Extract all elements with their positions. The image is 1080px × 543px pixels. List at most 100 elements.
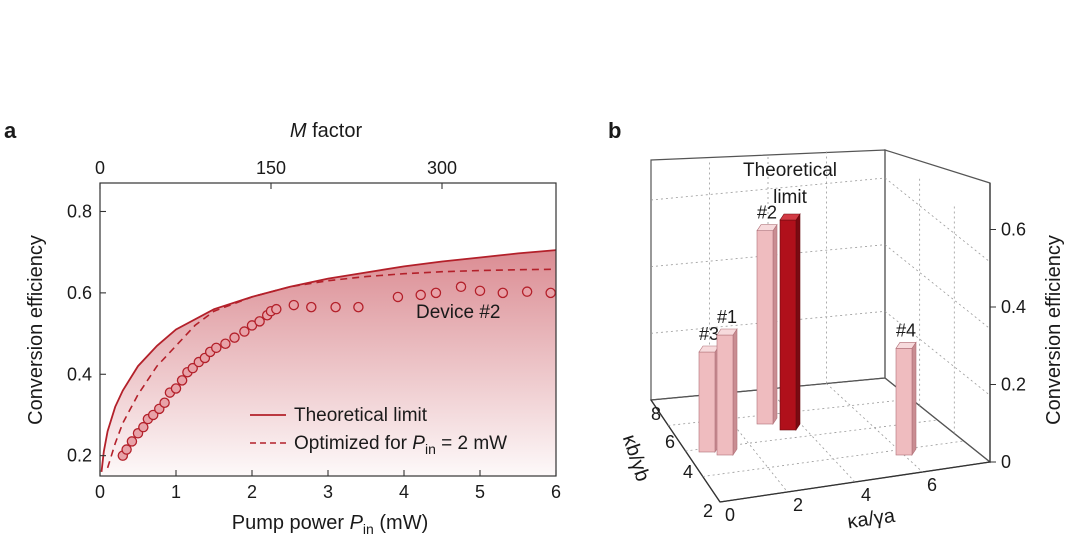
data-point <box>415 289 426 301</box>
legend: Theoretical limit Optimized for Pin = 2 … <box>250 405 507 457</box>
bar-side <box>911 341 917 456</box>
x-tick-label: 6 <box>551 482 561 502</box>
data-point <box>288 299 300 311</box>
grid-line <box>650 244 886 268</box>
y-tick-label: 0.8 <box>67 201 92 221</box>
top-tick-label: 150 <box>256 158 286 178</box>
legend-theoretical-label: Theoretical limit <box>294 405 428 426</box>
data-point <box>330 301 341 313</box>
top-tick-label: 0 <box>95 158 105 178</box>
grid-line <box>884 244 991 329</box>
z-tick-label: 0.2 <box>1001 375 1026 395</box>
bar-side <box>795 213 801 431</box>
z-axis-title: Conversion efficiency <box>1043 235 1065 425</box>
kappa-b-tick-label: 2 <box>703 501 713 521</box>
data-point <box>211 342 222 354</box>
grid-line <box>884 177 991 263</box>
grid-line <box>685 419 938 452</box>
kappa-b-tick-label: 4 <box>683 462 693 482</box>
x-axis-title: Pump power Pin (mW) <box>232 512 429 537</box>
kappa-a-axis-title: κa/γa <box>846 505 897 534</box>
theory-label-line1: Theoretical <box>743 160 837 181</box>
data-point <box>430 287 442 299</box>
data-point <box>121 444 132 455</box>
data-point <box>497 287 509 299</box>
x-axis-ticks: 0 1 2 3 4 5 6 <box>95 470 561 502</box>
data-point <box>545 287 556 299</box>
theory-label-line2: limit <box>773 187 807 208</box>
bar-front <box>779 219 797 431</box>
data-point <box>138 421 149 433</box>
z-tick-label: 0.6 <box>1001 220 1026 240</box>
bar-front <box>756 230 774 425</box>
kappa-a-tick-label: 2 <box>793 495 803 515</box>
data-point <box>147 409 159 421</box>
grid-line <box>650 177 886 201</box>
kappa-a-tick-label: 4 <box>861 485 871 505</box>
bars: #3#1 #2 #4 <box>698 203 917 456</box>
theoretical-limit-fill <box>101 250 556 476</box>
x-tick-label: 0 <box>95 482 105 502</box>
y-axis-ticks: 0.2 0.4 0.6 0.8 <box>67 201 106 466</box>
data-point <box>176 375 188 386</box>
top-axis-title: M factor <box>290 120 363 142</box>
z-tick-label: 0 <box>1001 452 1011 472</box>
bar-side <box>772 223 778 425</box>
bar-front <box>895 348 913 456</box>
x-tick-label: 5 <box>475 482 485 502</box>
legend-optimized-label: Optimized for Pin = 2 mW <box>294 433 507 457</box>
data-point <box>353 301 364 313</box>
kappa-b-axis-title: κb/γb <box>618 432 654 484</box>
data-point <box>271 303 282 315</box>
kappa-b-tick-label: 8 <box>651 404 661 424</box>
data-point <box>474 285 486 297</box>
kappa-a-tick-label: 6 <box>927 475 937 495</box>
data-point <box>306 301 317 313</box>
kappa-b-tick-label: 6 <box>665 432 675 452</box>
data-point <box>229 332 240 343</box>
data-point <box>159 397 170 408</box>
y-axis-title: Conversion efficiency <box>25 235 47 425</box>
data-point <box>187 362 198 374</box>
x-tick-label: 2 <box>247 482 257 502</box>
data-point <box>521 286 533 297</box>
top-tick-label: 300 <box>427 158 457 178</box>
kappa-a-tick-label: 0 <box>725 505 735 525</box>
bar-label: #4 <box>896 320 916 340</box>
data-point <box>126 436 138 447</box>
x-tick-label: 1 <box>171 482 181 502</box>
top-axis-ticks: 0 150 300 <box>95 158 457 189</box>
y-tick-label: 0.6 <box>67 283 92 303</box>
optimized-line <box>106 268 556 469</box>
panel-b-letter: b <box>608 118 621 143</box>
data-point <box>220 338 231 349</box>
bar-label: #2 <box>757 203 777 223</box>
data-point <box>455 281 467 293</box>
z-tick-label: 0.4 <box>1001 297 1026 317</box>
bar-side <box>732 328 738 456</box>
data-point <box>392 291 404 303</box>
device-2-annotation: Device #2 <box>416 302 501 323</box>
x-axis-line <box>719 461 991 503</box>
y-tick-label: 0.4 <box>67 364 92 384</box>
x-tick-label: 4 <box>399 482 409 502</box>
device-2-markers <box>117 281 556 461</box>
bar-front <box>698 351 716 453</box>
bar-top <box>756 224 778 231</box>
data-point <box>170 383 182 394</box>
bar-front <box>716 334 734 456</box>
grid-line <box>650 310 886 334</box>
theoretical-limit-line <box>100 249 556 473</box>
grid-line <box>826 383 923 473</box>
bar-label: #1 <box>717 307 737 327</box>
y-tick-label: 0.2 <box>67 446 92 466</box>
bar-top <box>895 342 917 349</box>
panel-a-letter: a <box>4 118 17 143</box>
data-point <box>239 326 250 337</box>
bar-label: #3 <box>699 324 719 344</box>
bar-top <box>779 213 801 221</box>
